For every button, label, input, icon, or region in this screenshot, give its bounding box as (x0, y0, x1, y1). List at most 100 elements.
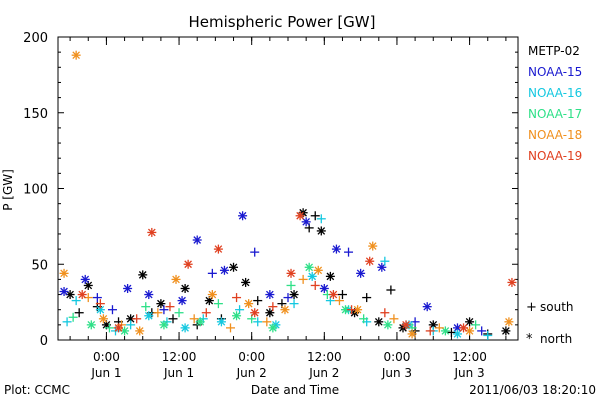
marker-stroke (120, 327, 129, 335)
data-point-south (425, 326, 435, 336)
marker-stroke (144, 290, 153, 299)
data-point-south (389, 314, 399, 324)
series-legend: METP-02 NOAA-15 NOAA-16 NOAA-17 NOAA-18 NOAA-… (528, 44, 582, 163)
marker-stroke (96, 305, 105, 314)
data-point-south (310, 211, 320, 221)
marker-stroke (193, 236, 202, 244)
data-point-south (74, 308, 84, 318)
legend-entry-noaa-15: NOAA-15 (528, 65, 582, 79)
data-point-north (459, 323, 469, 333)
data-point-north (301, 217, 311, 227)
data-point-north (368, 241, 378, 251)
x-tick-label-time: 12:00 (162, 350, 197, 364)
marker-stroke (353, 305, 362, 314)
marker-stroke (138, 271, 147, 279)
data-point-north (216, 317, 226, 327)
data-point-north (232, 311, 242, 321)
marker-stroke (232, 311, 241, 320)
x-tick-label-date: Jun 2 (236, 366, 267, 380)
x-axis-label: Date and Time (251, 383, 339, 397)
marker-stroke (453, 324, 462, 332)
data-point-south (477, 326, 487, 336)
data-point-south (483, 330, 493, 340)
data-point-north (507, 277, 517, 287)
marker-stroke (332, 245, 341, 253)
marker-legend: + south * north (526, 300, 574, 347)
data-point-north (422, 302, 432, 312)
data-point-south (132, 314, 142, 324)
marker-stroke (229, 263, 238, 272)
data-point-north (286, 268, 296, 278)
data-point-north (59, 287, 69, 297)
marker-stroke (181, 284, 189, 293)
data-point-north (452, 329, 462, 339)
data-point-north (229, 262, 239, 272)
data-point-south (201, 308, 211, 318)
series-noaa-16 (62, 214, 493, 340)
data-point-north (356, 268, 366, 278)
data-point-south (168, 314, 178, 324)
data-point-north (401, 320, 411, 330)
legend-entry-noaa-16: NOAA-16 (528, 86, 582, 100)
data-point-north (192, 235, 202, 245)
data-point-south (380, 308, 390, 318)
data-point-north (80, 274, 90, 284)
marker-stroke (269, 324, 277, 332)
data-point-north (365, 256, 375, 266)
marker-stroke (217, 317, 226, 326)
marker-legend-symbol: + (526, 300, 537, 315)
series-noaa-18 (59, 50, 514, 339)
data-point-north (268, 323, 278, 333)
data-point-north (86, 320, 96, 330)
marker-stroke (123, 284, 132, 293)
marker-stroke (60, 287, 68, 296)
data-point-north (195, 317, 205, 327)
data-point-north (377, 262, 387, 272)
data-points (59, 50, 517, 340)
data-point-north (144, 311, 154, 321)
data-point-north (213, 244, 223, 254)
marker-stroke (81, 275, 90, 284)
data-point-south (141, 302, 151, 312)
data-point-north (331, 244, 341, 254)
data-point-north (328, 290, 338, 300)
marker-stroke (377, 263, 386, 272)
data-point-south (359, 314, 369, 324)
marker-stroke (317, 227, 326, 235)
marker-stroke (241, 278, 250, 287)
data-point-north (250, 308, 260, 318)
marker-stroke (244, 299, 253, 308)
data-point-south (126, 320, 136, 330)
marker-stroke (341, 305, 350, 314)
y-tick-label: 0 (40, 334, 48, 349)
marker-stroke (208, 290, 217, 299)
marker-stroke (147, 228, 156, 237)
marker-stroke (60, 269, 68, 278)
data-point-south (316, 214, 326, 224)
marker-stroke (144, 311, 153, 320)
data-point-south (165, 302, 175, 312)
data-point-south (434, 323, 444, 333)
data-point-south (386, 285, 396, 295)
series-noaa-19 (77, 211, 517, 336)
marker-stroke (178, 296, 186, 305)
marker-stroke (465, 327, 474, 335)
data-point-north (465, 317, 475, 327)
data-point-north (501, 326, 511, 336)
data-point-south (107, 305, 117, 315)
data-point-south (347, 305, 357, 315)
marker-stroke (287, 269, 295, 278)
marker-stroke (402, 321, 410, 329)
y-axis: 0 50 100 150 200 (23, 31, 518, 349)
x-tick-label-date: Jun 3 (381, 366, 412, 380)
data-point-north (171, 274, 181, 284)
data-point-south (232, 293, 242, 303)
legend-entry-noaa-18: NOAA-18 (528, 128, 582, 142)
legend-entry-noaa-17: NOAA-17 (528, 107, 582, 121)
data-point-south (362, 293, 372, 303)
marker-stroke (408, 330, 416, 338)
data-point-south (268, 302, 278, 312)
marker-stroke (281, 305, 289, 314)
marker-stroke (250, 308, 259, 317)
